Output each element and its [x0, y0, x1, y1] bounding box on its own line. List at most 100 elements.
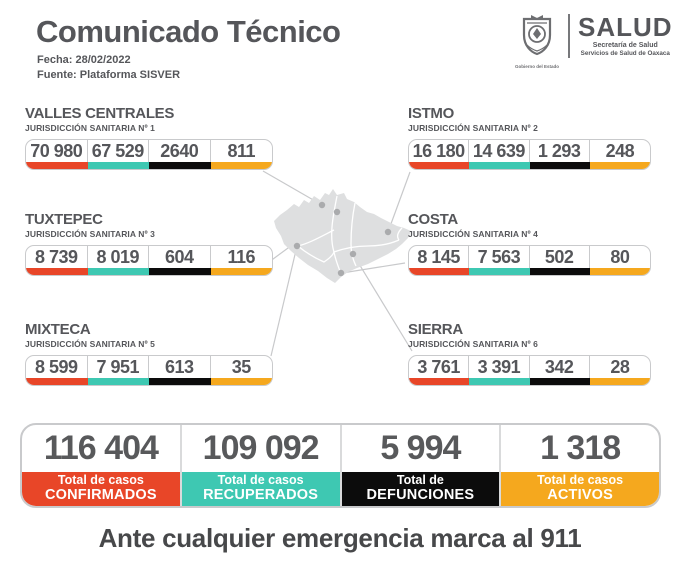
jurisdiction-dot — [293, 242, 301, 250]
active-count: 116 — [227, 246, 256, 267]
recovered-count: 14 639 — [469, 140, 530, 162]
region-jurisdiction: JURISDICCIÓN SANITARIA Nº 6 — [408, 339, 539, 349]
recovered-count: 7 951 — [88, 356, 149, 378]
recovered-bar — [469, 378, 530, 385]
confirmed-bar — [409, 268, 470, 275]
active-count: 28 — [610, 356, 630, 377]
date-label: Fecha: 28/02/2022 — [37, 54, 131, 66]
confirmed-bar — [409, 162, 470, 169]
salud-sub2: Servicios de Salud de Oaxaca — [580, 50, 670, 57]
active-count: 248 — [605, 140, 635, 161]
active-count: 80 — [610, 246, 630, 267]
region-name: COSTA — [408, 211, 458, 228]
total-confirmed: 116 404 Total de casos CONFIRMADOS — [22, 425, 182, 506]
region-stats-box: 8 145 7 563 502 80 — [408, 245, 651, 276]
connector-line — [387, 171, 411, 233]
total-deaths-value: 5 994 — [380, 429, 461, 467]
logo-divider — [568, 14, 570, 58]
jurisdiction-dot — [318, 201, 326, 209]
confirmed-bar — [26, 378, 88, 385]
deaths-count: 342 — [530, 356, 590, 378]
total-active-value: 1 318 — [540, 429, 621, 467]
source-label: Fuente: Plataforma SISVER — [37, 68, 181, 81]
recovered-count: 7 563 — [469, 246, 530, 268]
recovered-bar — [469, 162, 530, 169]
deaths-bar — [149, 162, 211, 169]
confirmed-count: 70 980 — [26, 140, 88, 162]
deaths-bar — [149, 268, 211, 275]
region-stats-box: 16 180 14 639 1 293 248 — [408, 139, 651, 170]
active-bar — [589, 268, 650, 275]
region-jurisdiction: JURISDICCIÓN SANITARIA Nº 1 — [25, 123, 156, 133]
active-bar — [589, 162, 650, 169]
deaths-count: 604 — [149, 246, 211, 268]
confirmed-bar — [26, 268, 88, 275]
confirmed-count: 16 180 — [409, 140, 470, 162]
region-name: MIXTECA — [25, 321, 91, 338]
gov-label: Gobierno del Estado — [514, 64, 559, 69]
region-name: TUXTEPEC — [25, 211, 103, 228]
page-title: Comunicado Técnico — [36, 14, 341, 49]
confirmed-bar — [26, 162, 88, 169]
recovered-count: 8 019 — [88, 246, 149, 268]
deaths-count: 613 — [149, 356, 211, 378]
connector-line — [270, 245, 298, 357]
region-jurisdiction: JURISDICCIÓN SANITARIA Nº 2 — [408, 123, 539, 133]
region-jurisdiction: JURISDICCIÓN SANITARIA Nº 4 — [408, 229, 539, 239]
region-valles-centrales: VALLES CENTRALES JURISDICCIÓN SANITARIA … — [25, 106, 273, 170]
deaths-bar — [529, 268, 590, 275]
emergency-message: Ante cualquier emergencia marca al 911 — [98, 523, 582, 553]
region-stats-box: 3 761 3 391 342 28 — [408, 355, 651, 386]
recovered-bar — [87, 378, 149, 385]
connector-line — [341, 262, 406, 274]
jurisdiction-dot — [349, 250, 357, 258]
region-stats-box: 8 739 8 019 604 116 — [25, 245, 273, 276]
oaxaca-state-map — [274, 189, 411, 283]
region-istmo: ISTMO JURISDICCIÓN SANITARIA Nº 2 16 180… — [408, 106, 651, 170]
totals-bar: 116 404 Total de casos CONFIRMADOS 109 0… — [20, 423, 661, 508]
salud-logo: Gobierno del Estado SALUD Secretaría de … — [514, 12, 673, 69]
deaths-bar — [529, 378, 590, 385]
active-count: 811 — [227, 140, 256, 161]
confirmed-count: 8 599 — [26, 356, 88, 378]
district-borders — [296, 195, 403, 275]
recovered-count: 3 391 — [469, 356, 530, 378]
confirmed-count: 3 761 — [409, 356, 470, 378]
total-recovered-label: Total de casos RECUPERADOS — [181, 472, 340, 506]
deaths-count: 1 293 — [530, 140, 590, 162]
deaths-bar — [529, 162, 590, 169]
region-name: SIERRA — [408, 321, 463, 338]
salud-wordmark: SALUD Secretaría de Salud Servicios de S… — [578, 12, 673, 57]
jurisdiction-dot — [384, 228, 392, 236]
active-bar — [589, 378, 650, 385]
active-count: 35 — [231, 356, 252, 377]
region-jurisdiction: JURISDICCIÓN SANITARIA Nº 5 — [25, 339, 156, 349]
recovered-count: 67 529 — [88, 140, 149, 162]
region-name: ISTMO — [408, 105, 454, 122]
total-recovered-value: 109 092 — [202, 429, 320, 467]
jurisdiction-dot — [337, 269, 345, 277]
active-bar — [210, 378, 272, 385]
confirmed-count: 8 145 — [409, 246, 470, 268]
total-active: 1 318 Total de casos ACTIVOS — [501, 425, 659, 506]
region-name: VALLES CENTRALES — [25, 105, 175, 122]
region-sierra: SIERRA JURISDICCIÓN SANITARIA Nº 6 3 761… — [408, 322, 651, 386]
connector-line — [352, 253, 413, 352]
total-deaths: 5 994 Total de DEFUNCIONES — [341, 425, 502, 506]
recovered-bar — [87, 162, 149, 169]
jurisdiction-dots — [293, 201, 392, 277]
region-tuxtepec: TUXTEPEC JURISDICCIÓN SANITARIA Nº 3 8 7… — [25, 212, 273, 276]
confirmed-bar — [409, 378, 470, 385]
region-mixteca: MIXTECA JURISDICCIÓN SANITARIA Nº 5 8 59… — [25, 322, 273, 386]
total-recovered: 109 092 Total de casos RECUPERADOS — [181, 425, 342, 506]
active-bar — [210, 268, 272, 275]
region-costa: COSTA JURISDICCIÓN SANITARIA Nº 4 8 145 … — [408, 212, 651, 276]
region-jurisdiction: JURISDICCIÓN SANITARIA Nº 3 — [25, 229, 156, 239]
salud-agency: SALUD — [578, 12, 673, 42]
total-confirmed-value: 116 404 — [43, 429, 159, 467]
total-deaths-label: Total de DEFUNCIONES — [341, 472, 500, 506]
region-stats-box: 70 980 67 529 2640 811 — [25, 139, 273, 170]
state-crest: Gobierno del Estado — [514, 12, 560, 69]
